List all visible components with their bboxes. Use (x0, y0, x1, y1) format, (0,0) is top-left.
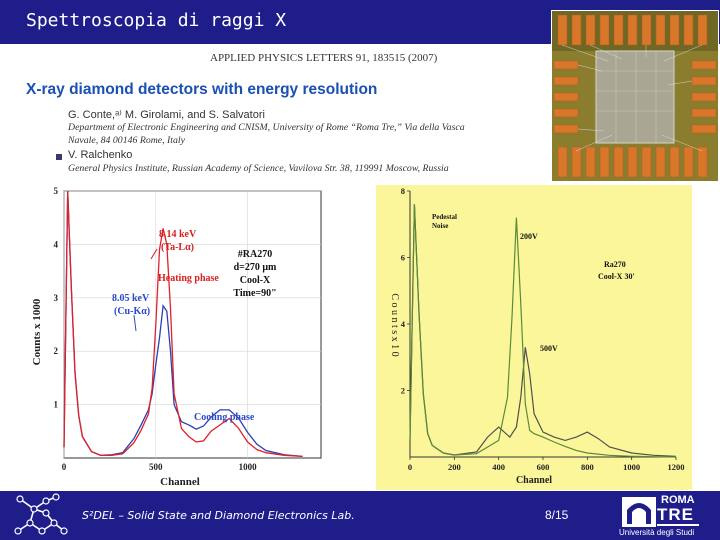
annotation-500v: 500V (540, 344, 558, 353)
right-chart-xlabel: Channel (516, 475, 552, 486)
paper-excerpt: APPLIED PHYSICS LETTERS 91, 183515 (2007… (0, 44, 551, 184)
university-name-line2: TRE (657, 505, 694, 524)
university-underline (657, 524, 699, 526)
slide-footer: S²DEL – Solid State and Diamond Electron… (0, 491, 720, 540)
right-x-tick-label: 600 (537, 462, 550, 472)
annotation-sample-d: d=270 μm (234, 262, 277, 273)
right-series-200v-line (409, 204, 677, 458)
diamond-lattice-logo-icon (14, 493, 68, 535)
paper-affiliation-1b: Navale, 84 00146 Rome, Italy (68, 135, 185, 146)
left-series-red-line (63, 190, 303, 458)
annotation-sample: Ra270 (604, 260, 626, 269)
annotation-peak-ta-line: (Ta-Lα) (161, 242, 194, 253)
university-name-line1: ROMA (661, 494, 695, 506)
left-chart-xlabel: Channel (160, 476, 200, 488)
right-x-tick-label: 0 (408, 462, 412, 472)
university-emblem-icon (622, 497, 656, 527)
annotation-peak-cu: 8.05 keV (112, 293, 150, 304)
university-logo: ROMA TRE Università degli Studi (617, 494, 717, 539)
annotation-sample-cool: Cool-X (240, 275, 271, 286)
arrow-peak-ta (150, 248, 158, 260)
page-number: 8/15 (545, 508, 569, 522)
right-chart-y-ticks: 2 4 6 8 (401, 186, 410, 396)
annotation-condition: Cool-X 30' (598, 272, 635, 281)
right-x-tick-label: 400 (492, 462, 505, 472)
right-y-tick-label: 6 (401, 253, 405, 263)
left-y-tick-label: 4 (54, 239, 59, 249)
annotation-peak-cu-line: (Cu-Kα) (114, 306, 150, 317)
left-x-tick-label: 0 (62, 462, 67, 472)
right-x-tick-label: 1200 (668, 462, 685, 472)
right-chart-x-ticks: 0 200 400 600 800 1000 1200 (408, 457, 685, 472)
bullet-square (56, 154, 62, 160)
annotation-sample-time: Time=90" (233, 288, 276, 299)
annotation-noise: Noise (432, 222, 448, 230)
paper-affiliation-1a: Department of Electronic Engineering and… (68, 122, 465, 133)
left-y-tick-label: 3 (54, 293, 59, 303)
heating-cooling-spectrum-chart: 0 500 1000 1 2 3 4 5 Channel Counts x 1000 8.1… (28, 187, 363, 490)
paper-title: X-ray diamond detectors with energy reso… (26, 81, 378, 98)
arrow-peak-cu (133, 314, 137, 332)
left-chart-grid (63, 190, 321, 458)
right-chart-ylabel: C o u n t s x 1 0 (389, 293, 400, 356)
left-chart-ylabel: Counts x 1000 (31, 298, 43, 365)
left-y-tick-label: 2 (54, 346, 59, 356)
left-chart-x-ticks: 0 500 1000 (62, 462, 257, 472)
left-chart-series (63, 190, 303, 458)
university-subtitle: Università degli Studi (619, 528, 695, 537)
paper-journal: APPLIED PHYSICS LETTERS 91, 183515 (2007… (210, 52, 438, 64)
right-x-tick-label: 1000 (623, 462, 640, 472)
right-y-tick-label: 4 (401, 319, 406, 329)
left-x-tick-label: 500 (149, 462, 163, 472)
bias-voltage-spectrum-chart: 0 200 400 600 800 1000 1200 2 4 6 8 Channel C o u… (376, 185, 692, 490)
left-y-tick-label: 5 (54, 187, 59, 196)
annotation-200v: 200V (520, 232, 538, 241)
right-x-tick-label: 200 (448, 462, 461, 472)
annotation-pedestal: Pedestal (432, 213, 457, 221)
right-y-tick-label: 8 (401, 186, 405, 196)
detector-photo (551, 10, 719, 182)
annotation-sample-id: #RA270 (238, 249, 272, 260)
annotation-heating: Heating phase (158, 273, 219, 284)
paper-affiliation-2: General Physics Institute, Russian Acade… (68, 163, 449, 174)
left-y-tick-label: 1 (54, 400, 59, 410)
left-x-tick-label: 1000 (239, 462, 257, 472)
annotation-cooling: Cooling phase (194, 412, 255, 423)
right-x-tick-label: 800 (581, 462, 594, 472)
slide-title: Spettroscopia di raggi X (26, 10, 287, 31)
left-chart-y-ticks: 1 2 3 4 5 (54, 187, 59, 410)
annotation-peak-ta: 8.14 keV (159, 229, 197, 240)
lab-name: S²DEL – Solid State and Diamond Electron… (82, 509, 355, 522)
right-chart-series (409, 204, 677, 458)
right-y-tick-label: 2 (401, 386, 405, 396)
paper-authors-2: V. Ralchenko (68, 149, 133, 161)
paper-authors-1: G. Conte,ᵃ⁾ M. Girolami, and S. Salvator… (68, 109, 265, 121)
